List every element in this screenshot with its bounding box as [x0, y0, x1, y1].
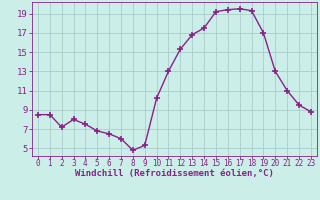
- X-axis label: Windchill (Refroidissement éolien,°C): Windchill (Refroidissement éolien,°C): [75, 169, 274, 178]
